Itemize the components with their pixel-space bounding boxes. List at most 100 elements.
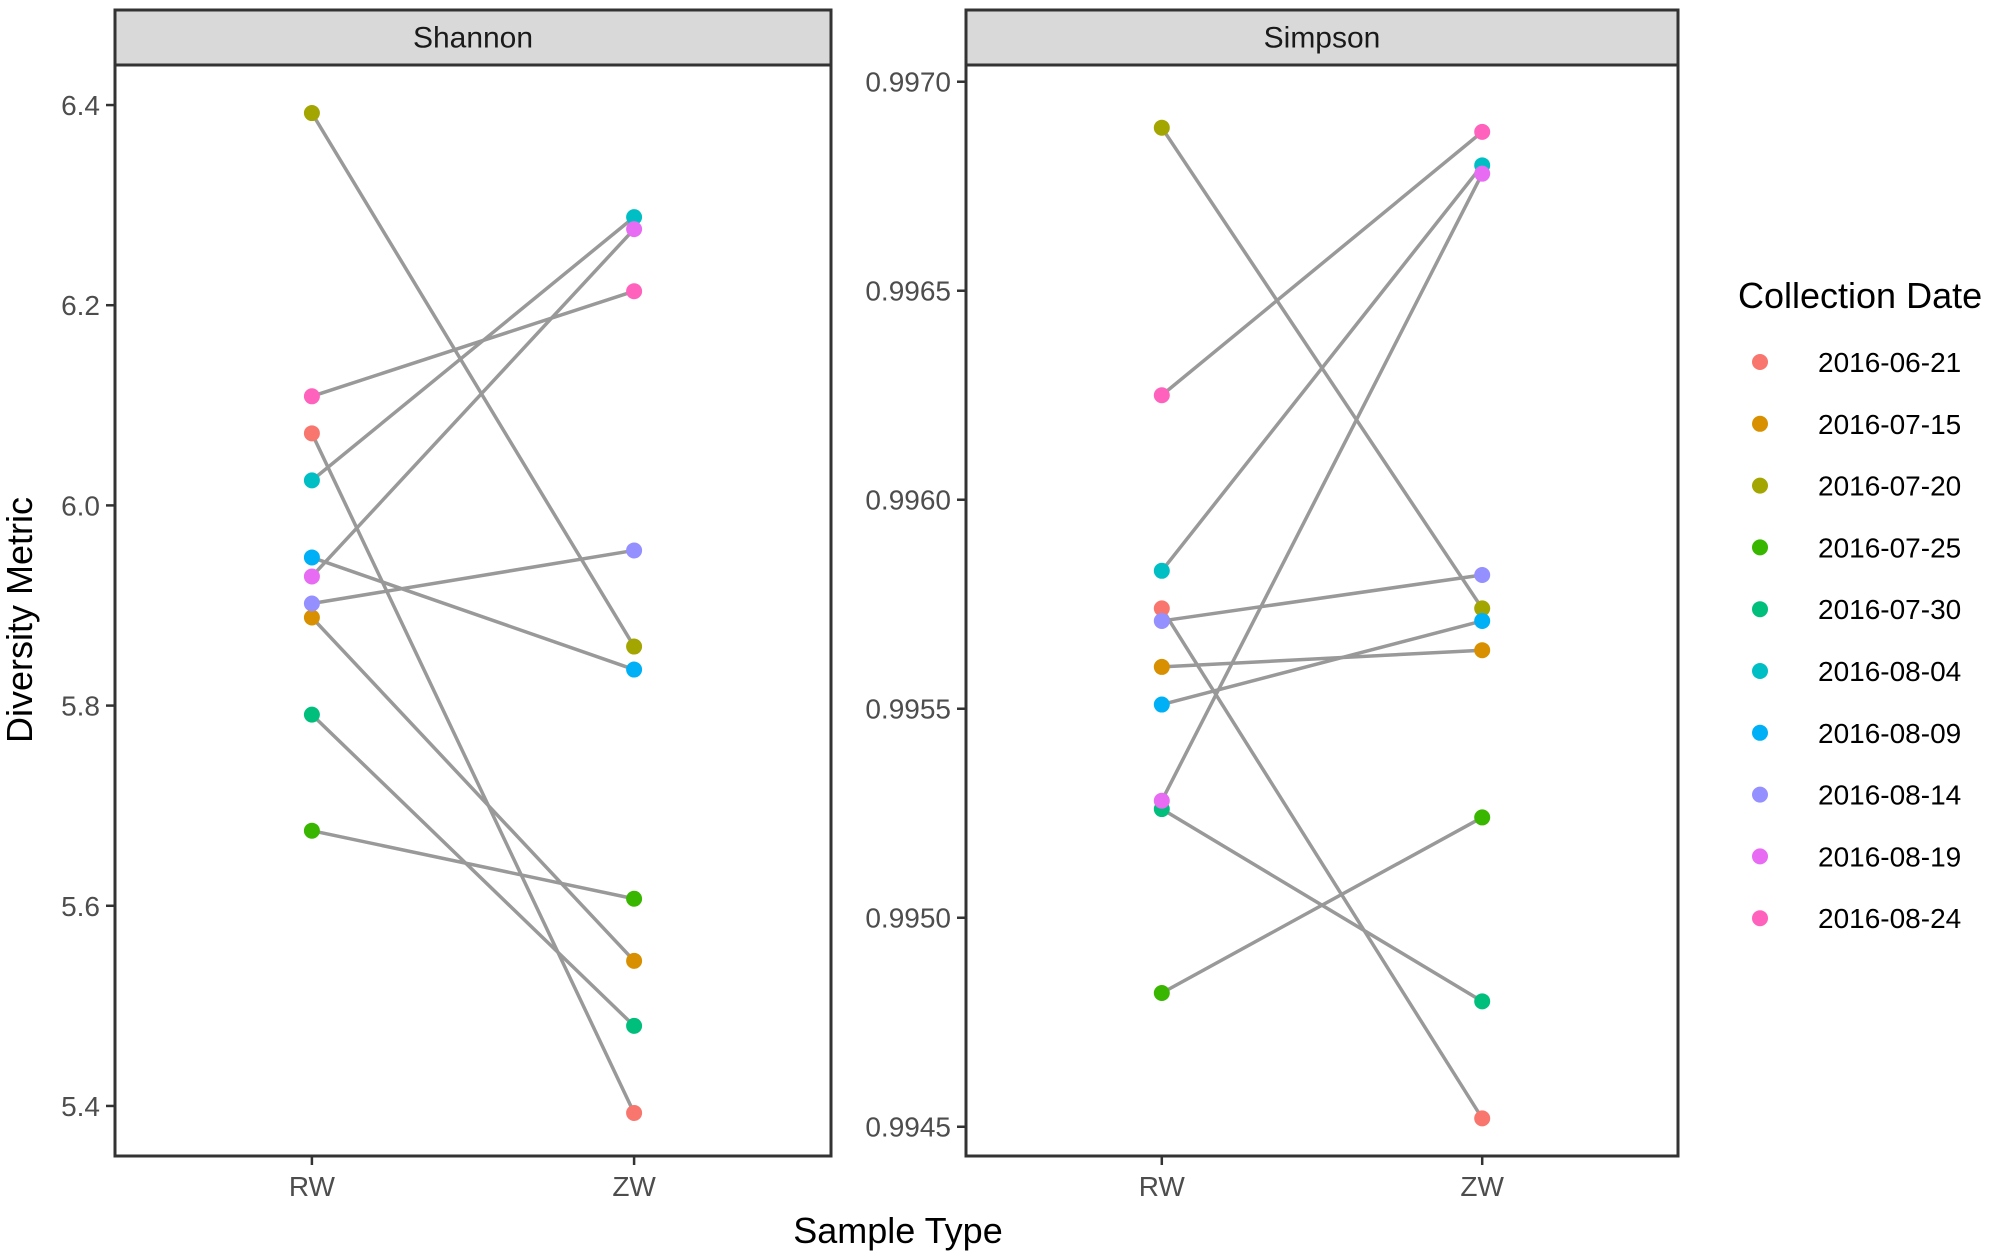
- y-axis-title: Diversity Metric: [0, 497, 40, 743]
- point-2016-08-24-RW: [303, 388, 320, 405]
- legend-label: 2016-08-24: [1818, 903, 1961, 934]
- legend-label: 2016-08-19: [1818, 841, 1961, 872]
- point-2016-07-30-ZW: [1474, 993, 1491, 1010]
- legend-item: 2016-07-20: [1752, 471, 1961, 502]
- point-2016-08-19-ZW: [626, 221, 643, 238]
- legend-item: 2016-08-19: [1752, 841, 1961, 872]
- legend-key: [1752, 477, 1768, 494]
- point-2016-06-21-ZW: [626, 1104, 643, 1121]
- series-line-2016-08-04: [310, 215, 636, 482]
- series-line-2016-08-14: [1161, 573, 1483, 623]
- legend-item: 2016-07-25: [1752, 532, 1961, 563]
- y-tick-label: 6.0: [61, 490, 100, 521]
- point-2016-08-04-RW: [303, 472, 320, 489]
- legend-key: [1752, 539, 1768, 556]
- legend-key: [1752, 724, 1768, 741]
- point-2016-08-14-RW: [303, 595, 320, 612]
- point-2016-08-09-RW: [1153, 696, 1170, 713]
- legend-label: 2016-08-09: [1818, 718, 1961, 749]
- series-line-2016-08-24: [1160, 130, 1484, 397]
- legend-label: 2016-08-04: [1818, 656, 1961, 687]
- legend-label: 2016-07-15: [1818, 409, 1961, 440]
- point-2016-08-24-RW: [1153, 387, 1170, 404]
- panel-simpson: Simpson 0.9945 0.9950 0.9955 0.9960 0.9965 0.9…: [865, 8, 1680, 1202]
- y-tick-label: 0.9965: [865, 276, 951, 307]
- legend-item: 2016-07-15: [1752, 409, 1961, 440]
- series-line-2016-07-25: [311, 828, 635, 901]
- legend-item: 2016-08-09: [1752, 718, 1961, 749]
- legend-label: 2016-07-20: [1818, 471, 1961, 502]
- point-2016-07-25-ZW: [626, 890, 643, 907]
- series-line-2016-07-15: [1161, 648, 1483, 669]
- y-tick-label: 5.8: [61, 691, 100, 722]
- legend-item: 2016-07-30: [1752, 594, 1961, 625]
- legend-item: 2016-08-24: [1752, 903, 1961, 934]
- point-2016-08-24-ZW: [626, 283, 643, 300]
- panel-shannon: Shannon 5.4 5.6 5.8 6.0 6.2 6.4 RW ZW: [61, 8, 833, 1202]
- point-2016-06-21-ZW: [1474, 1110, 1491, 1127]
- panel-strip: [964, 8, 1680, 67]
- legend-key: [1752, 910, 1768, 927]
- y-tick-label: 5.4: [61, 1091, 100, 1122]
- series-line-2016-08-24: [311, 289, 635, 398]
- point-2016-07-30-ZW: [626, 1017, 643, 1034]
- series-line-2016-08-14: [311, 548, 635, 606]
- point-2016-08-09-RW: [303, 549, 320, 566]
- point-2016-08-09-ZW: [626, 661, 643, 678]
- series-line-2016-07-30: [310, 713, 636, 1028]
- point-2016-07-20-RW: [1153, 119, 1170, 136]
- point-2016-08-04-ZW: [626, 209, 643, 226]
- legend-key: [1752, 786, 1768, 803]
- legend-label: 2016-07-25: [1818, 532, 1961, 563]
- legend-item: 2016-08-14: [1752, 780, 1961, 811]
- series-line-2016-08-09: [311, 555, 635, 672]
- plot-area: [113, 63, 833, 1158]
- series-line-2016-07-15: [310, 616, 636, 963]
- point-2016-08-09-ZW: [1474, 612, 1491, 629]
- point-2016-08-24-ZW: [1474, 123, 1491, 140]
- legend-key: [1752, 354, 1768, 370]
- series-line-2016-06-21: [310, 432, 636, 1114]
- x-tick-label: RW: [289, 1171, 336, 1202]
- series-line-2016-08-09: [1161, 619, 1483, 707]
- legend-item: 2016-06-21: [1752, 347, 1961, 378]
- series-line-2016-08-19: [310, 227, 636, 578]
- point-2016-07-25-RW: [1153, 984, 1170, 1001]
- legend: Collection Date 2016-06-21 2016-07-15 2016…: [1738, 275, 1982, 934]
- panel-title: Shannon: [413, 22, 533, 55]
- series-line-2016-08-04: [1160, 164, 1484, 572]
- legend-key: [1752, 601, 1768, 618]
- point-2016-07-15-RW: [1153, 658, 1170, 675]
- point-2016-07-20-RW: [303, 105, 320, 122]
- legend-item: 2016-08-04: [1752, 656, 1961, 687]
- x-axis-title: Sample Type: [793, 1210, 1002, 1251]
- legend-key: [1752, 848, 1768, 865]
- y-tick-label: 5.6: [61, 891, 100, 922]
- plot-area: [964, 63, 1680, 1158]
- y-tick-label: 0.9950: [865, 903, 951, 934]
- point-2016-08-19-RW: [1153, 792, 1170, 809]
- point-2016-07-25-ZW: [1474, 809, 1491, 826]
- legend-label: 2016-06-21: [1818, 347, 1961, 378]
- x-tick-label: RW: [1139, 1171, 1186, 1202]
- legend-title: Collection Date: [1738, 275, 1982, 316]
- legend-key: [1752, 415, 1768, 432]
- point-2016-08-14-ZW: [626, 542, 643, 559]
- point-2016-08-14-RW: [1153, 612, 1170, 629]
- point-2016-07-20-ZW: [1474, 600, 1491, 617]
- y-tick-label: 0.9960: [865, 485, 951, 516]
- point-2016-07-15-ZW: [1474, 642, 1491, 659]
- point-2016-07-30-RW: [303, 706, 320, 723]
- point-2016-06-21-RW: [303, 425, 320, 442]
- point-2016-07-25-RW: [303, 822, 320, 839]
- legend-label: 2016-07-30: [1818, 594, 1961, 625]
- point-2016-07-15-ZW: [626, 952, 643, 969]
- series-line-2016-08-19: [1160, 172, 1484, 802]
- point-2016-07-20-ZW: [626, 638, 643, 655]
- panel-title: Simpson: [1264, 22, 1381, 55]
- legend-key: [1752, 663, 1768, 679]
- y-tick-label: 6.2: [61, 290, 100, 321]
- point-2016-08-04-RW: [1153, 562, 1170, 579]
- point-2016-06-21-RW: [1153, 600, 1170, 617]
- y-tick-label: 0.9970: [865, 67, 951, 98]
